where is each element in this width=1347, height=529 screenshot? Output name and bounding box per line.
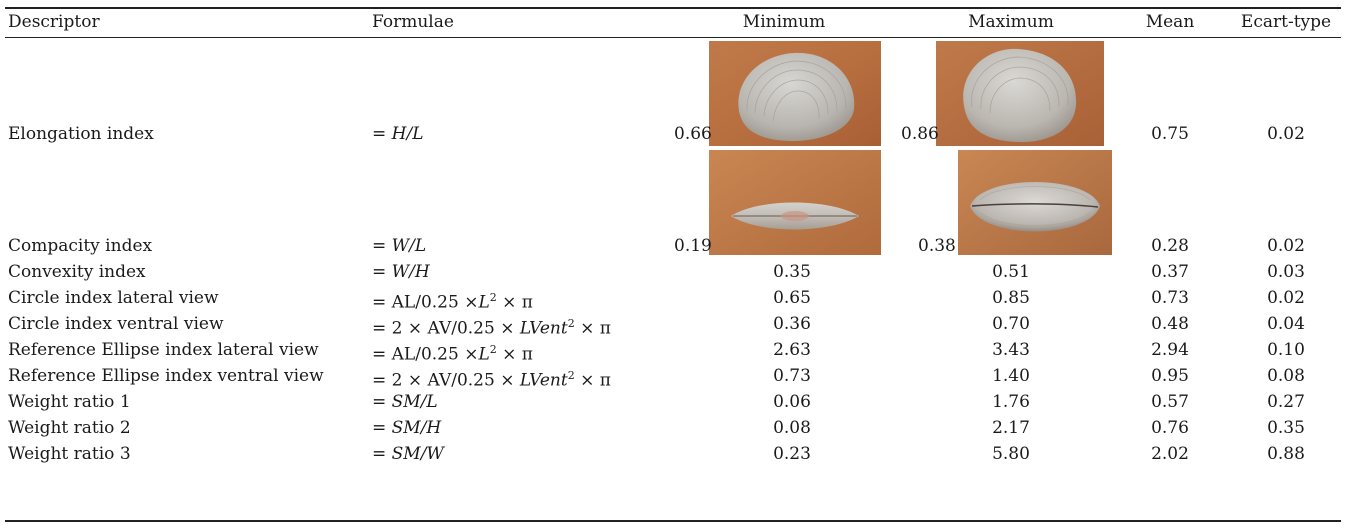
row-4-minimum: 0.65 [773, 288, 811, 308]
row-2-formula: = W/L [372, 236, 427, 256]
row-3-formula: = W/H [372, 262, 430, 282]
row-9-minimum: 0.08 [773, 418, 811, 438]
row-8-descriptor: Weight ratio 1 [8, 392, 131, 412]
row-9-ecart-type: 0.35 [1267, 418, 1305, 438]
header-maximum: Maximum [968, 12, 1054, 32]
row-8-formula: = SM/L [372, 392, 438, 412]
row-4-formula: = AL/0.25 ×L2 × π [372, 291, 533, 313]
row-1-maximum: 0.86 [901, 124, 939, 144]
row-9-descriptor: Weight ratio 2 [8, 418, 131, 438]
row-5-formula: = 2 × AV/0.25 × LVent2 × π [372, 317, 611, 339]
row-3-minimum: 0.35 [773, 262, 811, 282]
row-9-mean: 0.76 [1151, 418, 1189, 438]
row-6-maximum: 3.43 [992, 340, 1030, 360]
row-5-maximum: 0.70 [992, 314, 1030, 334]
row-6-minimum: 2.63 [773, 340, 811, 360]
header-formulae: Formulae [372, 12, 454, 32]
row-1-ecart-type: 0.02 [1267, 124, 1305, 144]
row-2-mean: 0.28 [1151, 236, 1189, 256]
row-5-minimum: 0.36 [773, 314, 811, 334]
header-minimum: Minimum [742, 12, 826, 32]
row-6-ecart-type: 0.10 [1267, 340, 1305, 360]
row-10-descriptor: Weight ratio 3 [8, 444, 131, 464]
row-8-minimum: 0.06 [773, 392, 811, 412]
bottom-rule [5, 520, 1341, 522]
row-1-minimum: 0.66 [674, 124, 712, 144]
row-7-ecart-type: 0.08 [1267, 366, 1305, 386]
row-7-descriptor: Reference Ellipse index ventral view [8, 366, 324, 386]
row-2-minimum: 0.19 [674, 236, 712, 256]
row-2-ecart-type: 0.02 [1267, 236, 1305, 256]
row-1-descriptor: Elongation index [8, 124, 154, 144]
header-mean: Mean [1145, 12, 1195, 32]
row-4-ecart-type: 0.02 [1267, 288, 1305, 308]
row-4-descriptor: Circle index lateral view [8, 288, 219, 308]
row-2-descriptor: Compacity index [8, 236, 153, 256]
row-7-minimum: 0.73 [773, 366, 811, 386]
row-7-maximum: 1.40 [992, 366, 1030, 386]
row-2-maximum: 0.38 [918, 236, 956, 256]
header-ecart-type: Ecart-type [1240, 12, 1332, 32]
row-3-mean: 0.37 [1151, 262, 1189, 282]
row-10-maximum: 5.80 [992, 444, 1030, 464]
row-9-formula: = SM/H [372, 418, 442, 438]
row-10-formula: = SM/W [372, 444, 444, 464]
row-4-mean: 0.73 [1151, 288, 1189, 308]
row-6-formula: = AL/0.25 ×L2 × π [372, 343, 533, 365]
row-7-mean: 0.95 [1151, 366, 1189, 386]
row-8-ecart-type: 0.27 [1267, 392, 1305, 412]
row-10-ecart-type: 0.88 [1267, 444, 1305, 464]
row-1-mean: 0.75 [1151, 124, 1189, 144]
row-7-formula: = 2 × AV/0.25 × LVent2 × π [372, 369, 611, 391]
header-rule [5, 37, 1341, 38]
row-3-ecart-type: 0.03 [1267, 262, 1305, 282]
shell-photo-lateral-max [936, 41, 1104, 146]
row-10-mean: 2.02 [1151, 444, 1189, 464]
row-6-descriptor: Reference Ellipse index lateral view [8, 340, 319, 360]
row-1-formula: = H/L [372, 124, 424, 144]
row-6-mean: 2.94 [1151, 340, 1189, 360]
shell-photo-ventral-max [958, 150, 1112, 255]
row-3-descriptor: Convexity index [8, 262, 146, 282]
row-9-maximum: 2.17 [992, 418, 1030, 438]
row-5-descriptor: Circle index ventral view [8, 314, 224, 334]
row-5-ecart-type: 0.04 [1267, 314, 1305, 334]
row-8-mean: 0.57 [1151, 392, 1189, 412]
row-5-mean: 0.48 [1151, 314, 1189, 334]
row-4-maximum: 0.85 [992, 288, 1030, 308]
row-8-maximum: 1.76 [992, 392, 1030, 412]
top-rule [5, 7, 1341, 9]
shell-photo-ventral-min [709, 150, 881, 255]
header-descriptor: Descriptor [8, 12, 100, 32]
shell-photo-lateral-min [709, 41, 881, 146]
row-3-maximum: 0.51 [992, 262, 1030, 282]
row-10-minimum: 0.23 [773, 444, 811, 464]
